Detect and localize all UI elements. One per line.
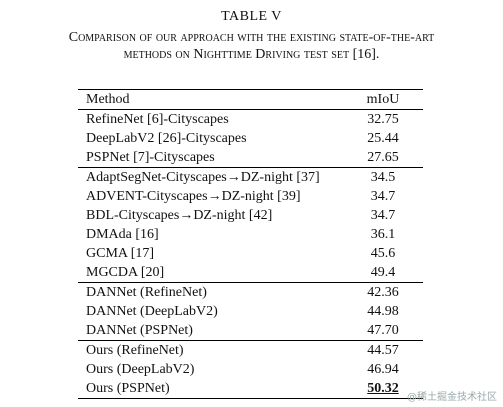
table-row: DANNet (PSPNet) 47.70	[78, 321, 423, 341]
method-cell: DeepLabV2 [26]-Cityscapes	[86, 131, 247, 146]
method-cell: Ours (RefineNet)	[86, 343, 184, 358]
watermark: @稀土掘金技术社区	[407, 392, 497, 403]
table-row: Ours (PSPNet) 50.32	[78, 379, 423, 399]
method-cell: DANNet (RefineNet)	[86, 285, 207, 300]
table-row: DANNet (DeepLabV2) 44.98	[78, 302, 423, 321]
miou-cell: 36.1	[370, 227, 396, 242]
header-row: Method mIoU	[78, 89, 423, 110]
table-row: DMAda [16] 36.1	[78, 225, 423, 244]
method-cell: GCMA [17]	[86, 246, 155, 261]
caption-line: Comparison of our approach with the exis…	[68, 30, 435, 45]
table-row: PSPNet [7]-Cityscapes 27.65	[78, 148, 423, 168]
miou-cell: 42.36	[367, 285, 399, 300]
miou-cell: 44.57	[367, 343, 399, 358]
row-group: RefineNet [6]-Cityscapes 32.75 DeepLabV2 […	[78, 110, 423, 168]
miou-cell: 45.6	[370, 246, 396, 261]
table-row: AdaptSegNet-Cityscapes→DZ-night [37] 34.5	[78, 167, 423, 188]
table-row: ADVENT-Cityscapes→DZ-night [39] 34.7	[78, 187, 423, 206]
table-row: DeepLabV2 [26]-Cityscapes 25.44	[78, 129, 423, 148]
miou-cell: 34.7	[370, 208, 396, 223]
method-cell: AdaptSegNet-Cityscapes→DZ-night [37]	[86, 170, 320, 185]
method-cell: PSPNet [7]-Cityscapes	[86, 150, 215, 165]
method-cell: RefineNet [6]-Cityscapes	[86, 112, 229, 127]
results-table: Method mIoU RefineNet [6]-Cityscapes 32.7…	[78, 89, 423, 399]
miou-cell: 49.4	[370, 265, 396, 280]
method-cell: BDL-Cityscapes→DZ-night [42]	[86, 208, 273, 223]
miou-cell: 34.5	[370, 170, 396, 185]
row-group: Ours (RefineNet) 44.57 Ours (DeepLabV2) 46.…	[78, 340, 423, 399]
miou-cell: 25.44	[367, 131, 399, 146]
method-cell: DANNet (DeepLabV2)	[86, 304, 218, 319]
miou-cell: 47.70	[367, 323, 399, 338]
table-row: RefineNet [6]-Cityscapes 32.75	[78, 110, 423, 130]
column-header: mIoU	[366, 92, 400, 107]
table-row: GCMA [17] 45.6	[78, 244, 423, 263]
method-cell: Ours (PSPNet)	[86, 381, 170, 396]
miou-cell: 32.75	[367, 112, 399, 127]
miou-cell: 46.94	[367, 362, 399, 377]
miou-cell: 44.98	[367, 304, 399, 319]
table-row: Ours (RefineNet) 44.57	[78, 340, 423, 361]
miou-cell: 34.7	[370, 189, 396, 204]
table-row: Ours (DeepLabV2) 46.94	[78, 360, 423, 379]
miou-cell: 27.65	[367, 150, 399, 165]
table-title: TABLE V	[221, 9, 282, 24]
method-cell: ADVENT-Cityscapes→DZ-night [39]	[86, 189, 301, 204]
column-header: Method	[86, 92, 130, 107]
row-group: AdaptSegNet-Cityscapes→DZ-night [37] 34.5…	[78, 167, 423, 283]
method-cell: MGCDA [20]	[86, 265, 165, 280]
method-cell: DMAda [16]	[86, 227, 159, 242]
row-group: DANNet (RefineNet) 42.36 DANNet (DeepLabV2…	[78, 282, 423, 341]
table-row: DANNet (RefineNet) 42.36	[78, 282, 423, 303]
miou-cell: 50.32	[367, 381, 399, 396]
table-row: MGCDA [20] 49.4	[78, 263, 423, 283]
method-cell: Ours (DeepLabV2)	[86, 362, 195, 377]
table-row: BDL-Cityscapes→DZ-night [42] 34.7	[78, 206, 423, 225]
method-cell: DANNet (PSPNet)	[86, 323, 193, 338]
caption-line: methods on Nighttime Driving test set [1…	[123, 47, 380, 62]
